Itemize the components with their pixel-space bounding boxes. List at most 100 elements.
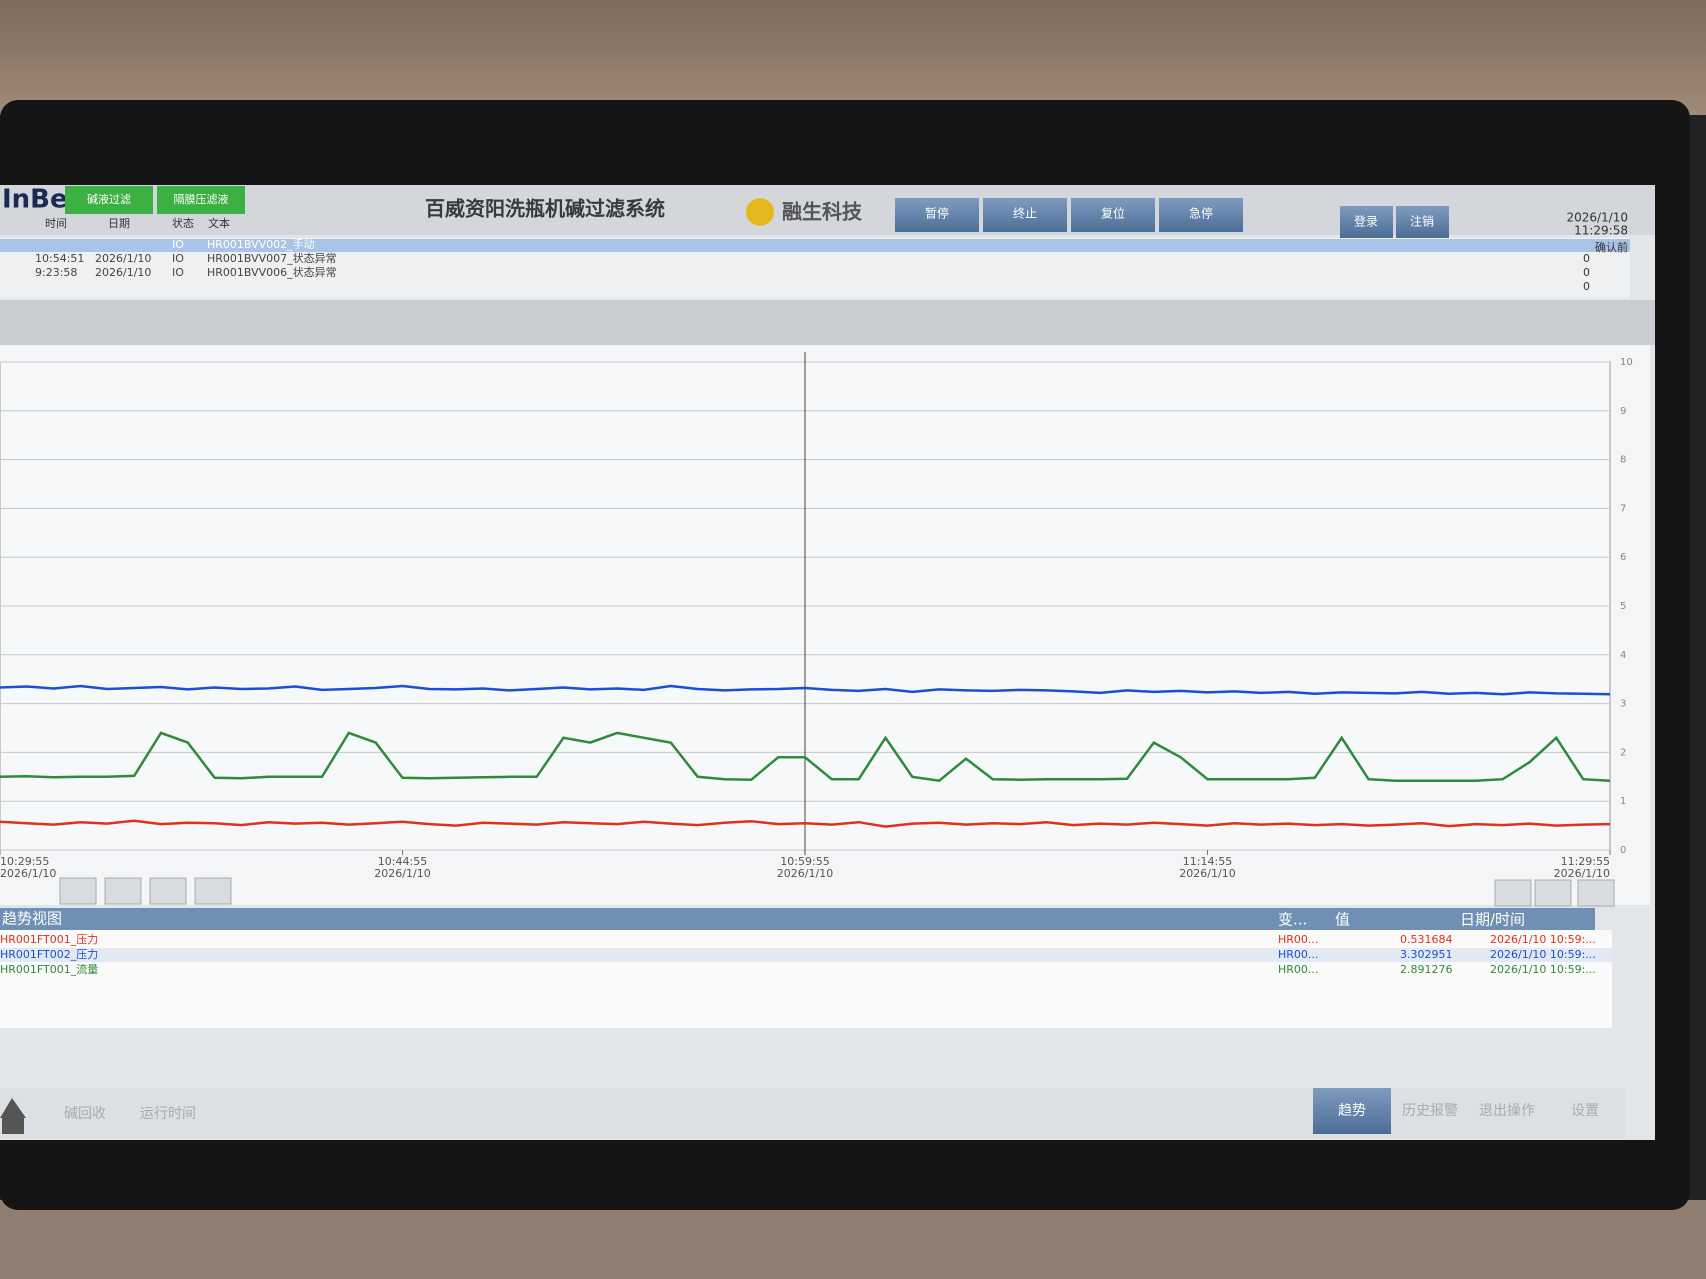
alarm-cell: HR001BVV007_状态异常 — [207, 251, 337, 265]
control-button[interactable] — [983, 198, 1067, 232]
alarm-cell: IO — [172, 252, 184, 265]
control-button[interactable] — [1159, 198, 1243, 232]
x-tick-date: 2026/1/10 — [374, 867, 430, 880]
nav-button[interactable] — [157, 186, 245, 214]
x-tick-label: 10:44:55 — [378, 855, 427, 868]
x-tick-label: 11:14:55 — [1183, 855, 1232, 868]
alarm-cell: HR001BVV006_状态异常 — [207, 265, 337, 279]
alarm-cell: 0 — [1583, 252, 1590, 265]
control-button[interactable] — [1071, 198, 1155, 232]
legend-datetime: 2026/1/10 10:59:... — [1490, 948, 1596, 961]
x-tick-label: 10:59:55 — [780, 855, 829, 868]
legend-var: HR00... — [1278, 933, 1318, 946]
alarm-cell: 2026/1/10 — [95, 266, 151, 279]
nav-button[interactable] — [65, 186, 153, 214]
footer-button[interactable]: 设置 — [1571, 1103, 1599, 1119]
legend-column: 日期/时间 — [1460, 911, 1525, 929]
x-tick-date: 2026/1/10 — [1179, 867, 1235, 880]
legend-column: 值 — [1335, 911, 1350, 929]
nav-button-label[interactable]: 隔膜压滤液 — [174, 192, 229, 206]
x-tick-date: 2026/1/10 — [777, 867, 833, 880]
alarm-cell: IO — [172, 238, 184, 251]
alarm-cell: 0 — [1583, 280, 1590, 293]
page-title: 百威资阳洗瓶机碱过滤系统 — [425, 197, 665, 221]
footer-button[interactable]: 历史报警 — [1402, 1103, 1458, 1119]
brand-icon — [746, 198, 774, 226]
x-tick-date: 2026/1/10 — [1554, 867, 1610, 880]
toolbar-button[interactable] — [1494, 879, 1532, 907]
legend-var: HR00... — [1278, 963, 1318, 976]
legend-body — [0, 930, 1612, 1028]
control-button-label[interactable]: 复位 — [1101, 206, 1125, 221]
user-button-label[interactable]: 注销 — [1410, 214, 1434, 229]
wall-bottom — [0, 1200, 1706, 1279]
date: 2026/1/10 — [1566, 211, 1628, 225]
footer-button-active[interactable] — [1313, 1088, 1391, 1134]
legend-value: 0.531684 — [1400, 933, 1453, 946]
y-tick-label: 6 — [1620, 552, 1626, 563]
footer-button[interactable]: 碱回收 — [64, 1106, 106, 1122]
footer-button[interactable]: 运行时间 — [140, 1106, 196, 1122]
footer-button[interactable]: 退出操作 — [1479, 1103, 1535, 1119]
wall — [0, 0, 1706, 115]
y-tick-label: 2 — [1620, 747, 1626, 758]
alarm-cell: 2026/1/10 — [95, 252, 151, 265]
alarm-column: 日期 — [108, 217, 130, 230]
x-tick-label: 10:29:55 — [0, 855, 49, 868]
legend-row-bg — [0, 948, 1612, 962]
y-tick-label: 5 — [1620, 601, 1626, 612]
nav-button-label[interactable]: 碱液过滤 — [87, 192, 131, 206]
legend-value: 2.891276 — [1400, 963, 1453, 976]
control-button-label[interactable]: 暂停 — [925, 206, 949, 221]
legend-datetime: 2026/1/10 10:59:... — [1490, 933, 1596, 946]
toolbar-button[interactable] — [194, 877, 232, 905]
home-icon[interactable] — [0, 1098, 26, 1134]
legend-series-name: HR001FT001_流量 — [0, 962, 98, 976]
alarm-cell: IO — [172, 266, 184, 279]
separator — [0, 300, 1655, 345]
y-tick-label: 3 — [1620, 699, 1626, 710]
alarm-column: 状态 — [172, 216, 194, 230]
legend-column: 变... — [1278, 911, 1307, 929]
y-tick-label: 10 — [1620, 357, 1633, 368]
user-button[interactable] — [1340, 206, 1393, 238]
alarm-cell: 0 — [1583, 266, 1590, 279]
alarm-column: 时间 — [45, 217, 67, 230]
legend-header — [0, 908, 1595, 930]
y-tick-label: 7 — [1620, 503, 1626, 514]
toolbar-button[interactable] — [1534, 879, 1572, 907]
y-tick-label: 9 — [1620, 406, 1626, 417]
y-tick-label: 8 — [1620, 455, 1626, 466]
brand: 融生科技 — [782, 200, 863, 224]
toolbar-button[interactable] — [149, 877, 187, 905]
legend-datetime: 2026/1/10 10:59:... — [1490, 963, 1596, 976]
control-button[interactable] — [895, 198, 979, 232]
legend-title: 趋势视图 — [2, 910, 62, 928]
y-tick-label: 1 — [1620, 796, 1626, 807]
alarm-cell: 9:23:58 — [35, 266, 77, 279]
alarm-column: 确认前 — [1595, 240, 1628, 254]
legend-value: 3.302951 — [1400, 948, 1453, 961]
alarm-row-selected[interactable] — [0, 239, 1630, 252]
toolbar-button[interactable] — [59, 877, 97, 905]
series-line — [0, 819, 1611, 828]
y-tick-label: 0 — [1620, 845, 1626, 856]
x-tick-label: 11:29:55 — [1561, 855, 1610, 868]
footer-button[interactable]: 趋势 — [1338, 1103, 1366, 1119]
legend-series-name: HR001FT002_压力 — [0, 948, 98, 961]
series-line — [0, 684, 1611, 696]
x-tick-date: 2026/1/10 — [0, 867, 56, 880]
legend-series-name: HR001FT001_压力 — [0, 933, 98, 946]
user-button[interactable] — [1396, 206, 1449, 238]
toolbar-button[interactable] — [1577, 879, 1615, 907]
alarm-cell: HR001BVV002_手动 — [207, 237, 315, 251]
toolbar-button[interactable] — [104, 877, 142, 905]
series-line — [0, 731, 1611, 783]
control-button-label[interactable]: 终止 — [1013, 206, 1037, 221]
alarm-cell: 10:54:51 — [35, 252, 84, 265]
time: 11:29:58 — [1574, 224, 1628, 238]
legend-var: HR00... — [1278, 948, 1318, 961]
user-button-label[interactable]: 登录 — [1354, 214, 1378, 229]
control-button-label[interactable]: 急停 — [1189, 206, 1213, 221]
